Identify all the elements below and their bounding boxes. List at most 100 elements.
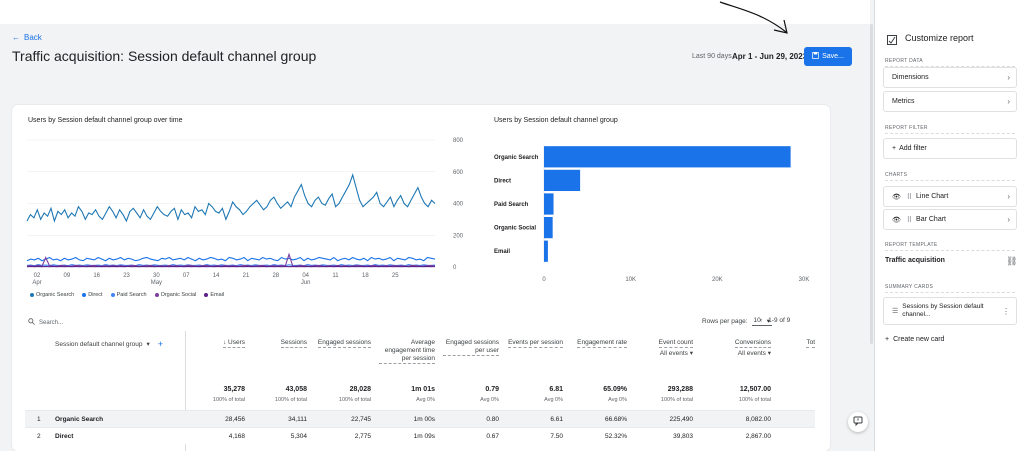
x-tick-label: 30 [153,273,160,279]
annotation-arrow [719,1,788,34]
more-vert-icon[interactable]: ⋮ [1002,307,1010,316]
add-filter-item[interactable]: + Add filter [883,138,1017,159]
chevron-down-icon: ▾ [146,341,150,348]
eye-icon[interactable]: 👁 [892,193,901,201]
x-tick-label: 10K [625,277,636,283]
feedback-button[interactable] [848,412,868,432]
column-header[interactable]: Conversions All events ▾ [715,339,771,358]
chevron-right-icon: › [1007,97,1010,106]
table-cell: 225,490 [669,416,694,423]
save-icon [812,52,820,61]
column-total-sub: 100% of total [274,397,307,403]
column-header[interactable]: Sessions [251,339,307,348]
table-cell: 8,082.00 [745,416,771,423]
column-header[interactable]: Engagement rate [571,339,627,348]
chevron-right-icon: › [1007,192,1010,201]
table-cell: 2,775 [354,433,371,440]
x-tick-label: 09 [64,273,71,279]
x-tick-label: 20K [712,277,723,283]
y-tick-label: 0 [453,265,457,271]
rows-per-page-label: Rows per page: [702,318,748,325]
plus-icon: + [885,336,890,343]
legend-item[interactable]: Organic Social [154,292,196,298]
prev-page-icon[interactable]: ‹ [760,317,763,324]
template-name-label: Traffic acquisition [885,257,945,264]
add-dimension-icon[interactable]: + [157,339,163,349]
column-header-label: Sessions [280,339,307,348]
table-search[interactable]: Search... [28,318,63,327]
legend-item[interactable]: Paid Search [110,292,147,298]
x-tick-label: 04 [302,273,309,279]
unlink-icon[interactable]: ⛓ [1006,256,1018,266]
row-channel-name[interactable]: Organic Search [55,416,104,423]
y-tick-label: 800 [453,138,464,144]
table-cell: 5,304 [290,433,307,440]
page-scrollbar[interactable] [870,24,873,344]
column-header[interactable]: Tot [759,339,815,348]
bar-chart: Organic Search Direct Paid Search Organic S… [494,145,809,283]
line-chart-item[interactable]: 👁 ⠿ Line Chart › [883,186,1017,207]
table-row[interactable]: 1 Organic Search 28,456 34,111 22,745 1m 00s 0… [25,410,815,427]
legend-label: Paid Search [116,292,147,298]
column-header-label: Engaged sessions per user [443,339,499,356]
chevron-right-icon: › [1007,73,1010,82]
dimension-header[interactable]: Session default channel group ▾ + [55,339,163,349]
column-header-label: Conversions [734,339,771,348]
x-tick-label: 25 [392,273,399,279]
report-data-heading: REPORT DATA [885,58,1015,67]
column-header[interactable]: ↓ Users [189,339,245,348]
column-header-label: Engaged sessions [317,339,371,348]
rows-per-page-select[interactable]: 10 ▾ [751,317,773,326]
column-event-filter[interactable]: All events ▾ [737,350,771,357]
x-tick-label: 07 [183,273,190,279]
dimensions-item[interactable]: Dimensions › [883,67,1017,88]
column-total-sub: 100% of total [738,397,771,403]
column-header[interactable]: Events per session [507,339,563,348]
card-icon: ☰ [892,308,899,315]
add-filter-label: Add filter [899,145,927,152]
back-link[interactable]: ← Back [12,33,42,42]
bar-category-label: Organic Search [494,155,539,161]
y-tick-label: 600 [453,170,464,176]
bar[interactable] [544,146,791,168]
chevron-right-icon: › [1007,215,1010,224]
feedback-icon [853,413,863,431]
row-channel-name[interactable]: Direct [55,433,74,440]
create-card-item[interactable]: + Create new card [885,336,944,343]
x-tick-label: 16 [93,273,100,279]
column-total: 1m 01s [411,386,435,393]
legend-item[interactable]: Organic Search [30,292,74,298]
column-header-label: Engagement rate [577,339,627,348]
bar[interactable] [544,193,554,215]
bar[interactable] [544,240,548,262]
save-button[interactable]: Save... [804,47,852,66]
column-header[interactable]: Engaged sessions [315,339,371,348]
bar-chart-item[interactable]: 👁 ⠿ Bar Chart › [883,209,1017,230]
table-row[interactable]: 2 Direct 4,168 5,304 2,775 1m 09s 0.67 7.50 52.3… [25,427,815,444]
eye-icon[interactable]: 👁 [892,216,901,224]
column-header[interactable]: Average engagement time per session [379,339,435,364]
x-tick-label: 21 [243,273,250,279]
dimensions-label: Dimensions [892,74,929,81]
metrics-item[interactable]: Metrics › [883,91,1017,112]
bar[interactable] [544,169,581,192]
column-total: 28,028 [349,386,371,393]
bar[interactable] [544,216,553,239]
legend-item[interactable]: Email [204,292,224,298]
column-header[interactable]: Event count All events ▾ [637,339,693,358]
search-input[interactable]: Search... [39,319,64,326]
column-header[interactable]: Engaged sessions per user [443,339,499,356]
legend-label: Direct [88,292,103,298]
drag-handle-icon[interactable]: ⠿ [906,216,913,224]
drag-handle-icon[interactable]: ⠿ [906,193,913,201]
date-chip[interactable]: Last 90 days [692,53,732,60]
column-event-filter[interactable]: All events ▾ [659,350,693,357]
date-range[interactable]: Apr 1 - Jun 29, 2023 [732,52,808,61]
y-tick-label: 400 [453,202,464,208]
summary-card-item[interactable]: ☰ Sessions by Session default channel...… [883,297,1017,325]
create-card-label: Create new card [893,336,945,343]
legend-label: Email [210,292,225,298]
legend-item[interactable]: Direct [82,292,103,298]
rows-per-page: Rows per page: 10 ▾ [702,317,773,326]
